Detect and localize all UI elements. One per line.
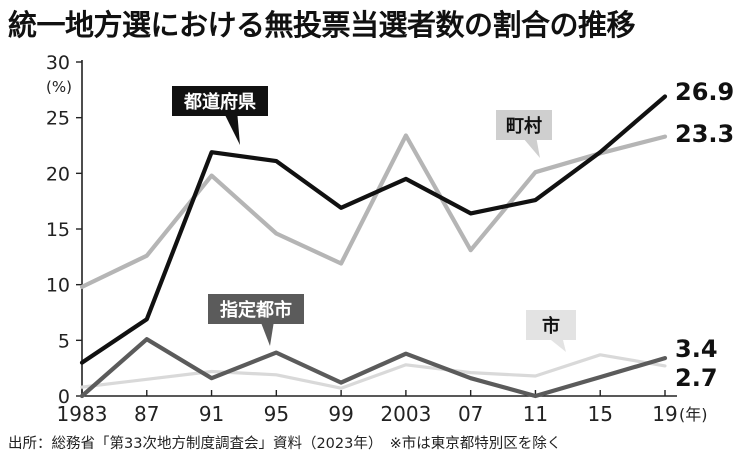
x-tick-label: 95: [264, 402, 289, 426]
callout-pointer: [524, 140, 540, 158]
callout-box: [496, 110, 552, 140]
callout-box: [172, 86, 268, 116]
chart-axes: 0 5 10 15 20 25 30 (%) 1983 87 91 95 99 2003 07 11 15 19(…: [46, 52, 708, 426]
end-label: 26.9: [675, 78, 734, 106]
x-unit-label: (年): [679, 405, 708, 424]
series-legend-label: 都道府県: [183, 91, 256, 113]
callout-box: [208, 294, 304, 324]
y-tick-label: 0: [58, 386, 70, 408]
series-legend-label: 町村: [506, 115, 542, 137]
series-legend-label: 指定都市: [220, 299, 292, 321]
series-legend-label: 市: [542, 315, 560, 337]
y-tick-label: 30: [46, 52, 70, 74]
callout-box: [526, 310, 576, 340]
chart-title: 統一地方選における無投票当選者数の割合の推移: [8, 8, 636, 42]
x-tick-label: 19: [652, 402, 677, 426]
x-tick-label: 11: [523, 402, 548, 426]
source-note: 出所：総務省「第33次地方制度調査会」資料（2023年） ※市は東京都特別区を除…: [8, 436, 562, 452]
end-label: 2.7: [675, 364, 718, 392]
x-tick-label: 87: [134, 402, 159, 426]
x-tick-label: 91: [199, 402, 224, 426]
end-label: 3.4: [675, 335, 718, 363]
series-line-1: [79, 94, 668, 365]
y-unit-label: (%): [46, 78, 72, 96]
y-tick-label: 25: [46, 108, 70, 130]
end-value-labels: 26.9 23.3 3.42.7: [675, 78, 734, 392]
series-line-4: [80, 353, 667, 390]
x-tick-label: 99: [328, 402, 353, 426]
callout-pointer: [551, 340, 566, 352]
y-tick-label: 10: [46, 275, 70, 297]
x-tick-label: 1983: [57, 402, 108, 426]
y-tick-label: 20: [46, 163, 70, 185]
callout-pointer: [261, 324, 274, 346]
series-lines: [79, 94, 668, 399]
series-line-2: [79, 133, 668, 289]
x-tick-label: 2003: [380, 402, 431, 426]
series-line-3: [79, 337, 668, 399]
y-tick-label: 5: [58, 330, 70, 352]
y-tick-label: 15: [46, 219, 70, 241]
callout-pointer: [225, 116, 240, 145]
x-tick-label: 07: [458, 402, 483, 426]
end-label: 23.3: [675, 120, 734, 148]
x-tick-label: 15: [587, 402, 612, 426]
